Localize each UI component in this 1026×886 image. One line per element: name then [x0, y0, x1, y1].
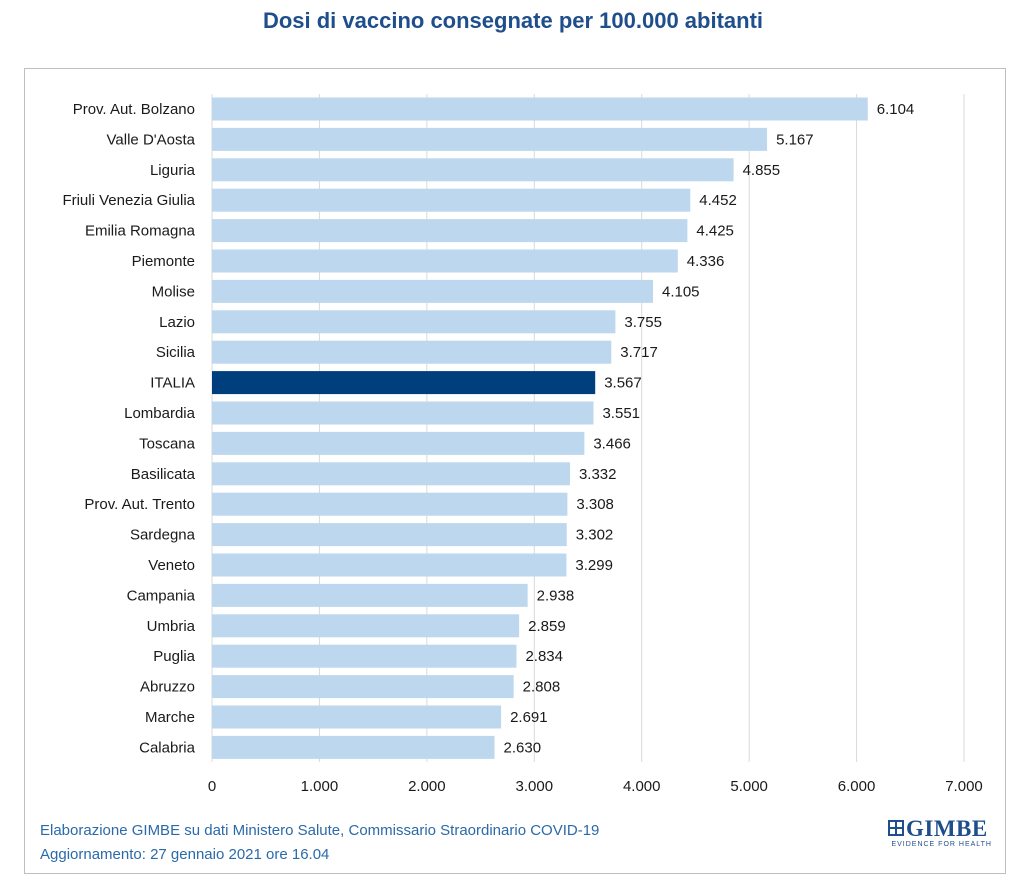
- chart-frame: [24, 68, 1006, 874]
- category-label: Piemonte: [132, 253, 195, 270]
- bar: [212, 279, 653, 303]
- value-label: 4.425: [696, 223, 734, 240]
- category-label: Abruzzo: [140, 679, 195, 696]
- value-label: 2.938: [537, 587, 575, 604]
- footer-source: Elaborazione GIMBE su dati Ministero Sal…: [40, 822, 600, 839]
- value-labels: 6.104 5.167 4.855 4.452 4.425 4.336 4.1053.755…: [504, 101, 915, 756]
- bar: [212, 188, 691, 212]
- bar: [212, 310, 616, 334]
- category-label: Emilia Romagna: [85, 223, 196, 240]
- bar: [212, 735, 495, 759]
- bar-highlight: [212, 371, 596, 395]
- category-label: Molise: [152, 283, 195, 300]
- category-label: Sicilia: [156, 344, 196, 361]
- category-label: Sardegna: [130, 527, 196, 544]
- value-label: 2.808: [523, 679, 561, 696]
- bar: [212, 523, 567, 547]
- category-label: Basilicata: [131, 466, 196, 483]
- bar: [212, 553, 567, 577]
- x-tick-label: 5.000: [730, 778, 768, 795]
- bar: [212, 675, 514, 699]
- category-label: Puglia: [153, 648, 195, 665]
- bar: [212, 97, 868, 121]
- value-label: 3.308: [576, 496, 614, 513]
- category-label: Umbria: [147, 618, 196, 635]
- value-label: 3.551: [602, 405, 640, 422]
- category-label: Friuli Venezia Giulia: [62, 192, 195, 209]
- bars: [212, 97, 868, 759]
- category-label: Prov. Aut. Bolzano: [73, 101, 195, 118]
- category-label: Campania: [127, 587, 196, 604]
- chart-title: Dosi di vaccino consegnate per 100.000 a…: [262, 8, 764, 33]
- category-label: Veneto: [148, 557, 195, 574]
- category-label: Lombardia: [124, 405, 196, 422]
- value-label: 4.855: [743, 162, 781, 179]
- bar: [212, 492, 568, 516]
- value-label: 4.105: [662, 283, 700, 300]
- value-label: 2.691: [510, 709, 548, 726]
- value-label: 4.452: [699, 192, 737, 209]
- x-axis-tick-labels: 0 1.000 2.000 3.000 4.000 5.000 6.000 7.000: [208, 778, 983, 795]
- category-label: Lazio: [159, 314, 195, 331]
- bar: [212, 219, 688, 243]
- logo-tagline: EVIDENCE FOR HEALTH: [891, 841, 992, 848]
- value-label: 3.299: [575, 557, 613, 574]
- category-label: Marche: [145, 709, 195, 726]
- bar: [212, 401, 594, 425]
- value-label: 3.302: [576, 527, 614, 544]
- value-label: 3.567: [604, 375, 642, 392]
- x-tick-label: 3.000: [516, 778, 554, 795]
- x-tick-label: 4.000: [623, 778, 661, 795]
- bar: [212, 644, 517, 668]
- bar: [212, 705, 502, 729]
- category-labels: Prov. Aut. Bolzano Valle D'Aosta Liguria Fr…: [62, 101, 195, 756]
- bar: [212, 583, 528, 607]
- x-tick-label: 1.000: [301, 778, 339, 795]
- footer-update: Aggiornamento: 27 gennaio 2021 ore 16.04: [40, 846, 330, 863]
- value-label: 3.466: [593, 435, 631, 452]
- value-label: 4.336: [687, 253, 725, 270]
- x-tick-label: 6.000: [838, 778, 876, 795]
- x-tick-label: 0: [208, 778, 216, 795]
- category-label: Liguria: [150, 162, 196, 179]
- bar: [212, 340, 612, 364]
- category-label: Prov. Aut. Trento: [84, 496, 195, 513]
- value-label: 3.717: [620, 344, 658, 361]
- bar: [212, 431, 585, 455]
- bar: [212, 462, 570, 486]
- value-label: 2.859: [528, 618, 566, 635]
- bar: [212, 249, 678, 273]
- value-label: 6.104: [877, 101, 915, 118]
- value-label: 2.834: [525, 648, 563, 665]
- gimbe-logo-icon: [888, 820, 904, 836]
- x-tick-label: 2.000: [408, 778, 446, 795]
- bar: [212, 127, 768, 151]
- value-label: 5.167: [776, 131, 814, 148]
- value-label: 3.332: [579, 466, 617, 483]
- value-label: 2.630: [504, 739, 542, 756]
- logo-text: GIMBE: [906, 816, 988, 841]
- category-label: Toscana: [139, 435, 196, 452]
- x-tick-label: 7.000: [945, 778, 983, 795]
- category-label: Valle D'Aosta: [107, 131, 196, 148]
- bar: [212, 158, 734, 182]
- bar: [212, 614, 520, 638]
- value-label: 3.755: [624, 314, 662, 331]
- category-label: Calabria: [139, 739, 196, 756]
- category-label: ITALIA: [150, 375, 195, 392]
- gimbe-logo: GIMBE EVIDENCE FOR HEALTH: [884, 816, 992, 852]
